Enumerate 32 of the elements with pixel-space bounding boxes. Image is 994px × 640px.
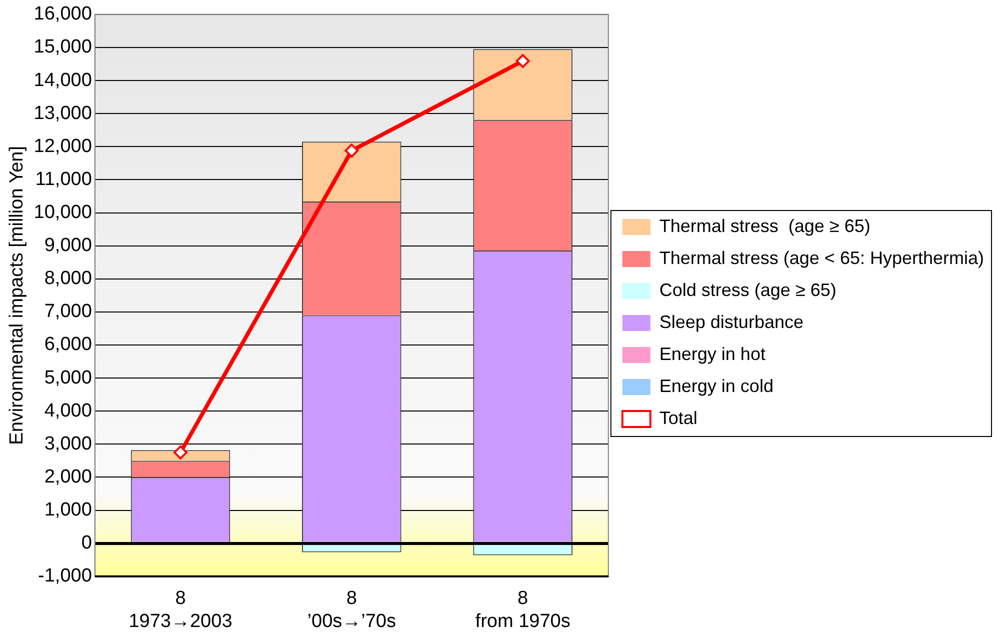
legend-label: Total: [659, 408, 698, 428]
y-tick-label: 6,000: [44, 334, 92, 356]
y-tick-label: 10,000: [34, 202, 92, 223]
legend-label: Thermal stress (age ≥ 65): [659, 216, 870, 236]
y-tick-label: 15,000: [34, 36, 92, 58]
y-tick-label: 8,000: [44, 268, 92, 290]
point: [516, 54, 530, 68]
y-tick-label: 13,000: [34, 102, 92, 124]
legend-label: Energy in hot: [659, 344, 766, 364]
legend-label: Cold stress (age ≥ 65): [659, 280, 836, 300]
y-tick-label: 1,000: [44, 500, 92, 521]
y-axis-title: Environmental impacts [million Yen]: [6, 146, 28, 445]
point: [344, 144, 359, 158]
point: [173, 445, 188, 460]
y-tick-label: 14,000: [34, 70, 92, 91]
legend-label: Thermal stress (age < 65: Hyperthermia): [659, 248, 984, 268]
x-tick-label: 8 ’00s→’70s: [307, 588, 396, 632]
y-tick-label: 12,000: [34, 136, 92, 157]
y-tick-label: 0: [81, 532, 92, 554]
legend-label: Sleep disturbance: [659, 312, 804, 332]
y-tick-label: 2,000: [44, 466, 92, 488]
y-tick-label: -1,000: [38, 566, 92, 587]
y-tick-label: 11,000: [35, 168, 92, 190]
legend-label: Energy in cold: [659, 376, 774, 396]
y-tick-label: 7,000: [44, 301, 92, 322]
y-tick-label: 16,000: [34, 4, 92, 25]
y-tick-label: 3,000: [44, 433, 92, 454]
y-tick-label: 9,000: [44, 235, 92, 256]
x-tick-label: 8 from 1970s: [475, 588, 570, 632]
y-tick-label: 4,000: [44, 400, 92, 422]
x-tick-label: 8 1973→2003: [128, 588, 232, 632]
y-tick-label: 5,000: [44, 367, 92, 388]
